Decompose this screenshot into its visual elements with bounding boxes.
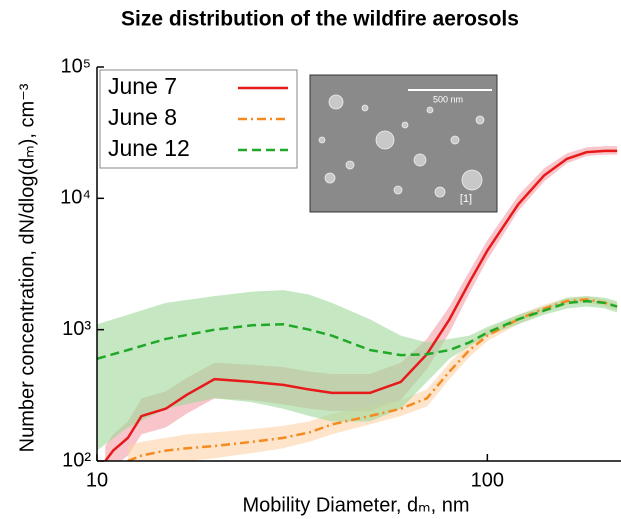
- y-tick-label: 10³: [62, 318, 91, 340]
- page: Size distribution of the wildfire aeroso…: [0, 0, 621, 519]
- inset-image: 500 nm [1]: [310, 75, 497, 212]
- y-tick-label: 10⁵: [60, 55, 91, 77]
- x-tick-label: 10: [86, 469, 108, 491]
- x-tick-label: 100: [471, 469, 504, 491]
- y-axis-label: Number concentration, dN/dlog(dₘ), cm⁻³: [16, 83, 38, 452]
- chart: Size distribution of the wildfire aeroso…: [0, 0, 621, 519]
- x-axis-label: Mobility Diameter, dₘ, nm: [243, 494, 470, 516]
- y-tick-label: 10⁴: [60, 187, 91, 209]
- image-reference: [1]: [460, 193, 472, 205]
- chart-title: Size distribution of the wildfire aeroso…: [121, 8, 519, 31]
- scale-label: 500 nm: [433, 94, 463, 104]
- legend-label: June 12: [108, 135, 190, 161]
- legend-label: June 8: [108, 104, 177, 130]
- y-tick-label: 10²: [62, 449, 91, 471]
- legend: June 7 June 8 June 12: [100, 70, 297, 168]
- legend-label: June 7: [108, 73, 177, 99]
